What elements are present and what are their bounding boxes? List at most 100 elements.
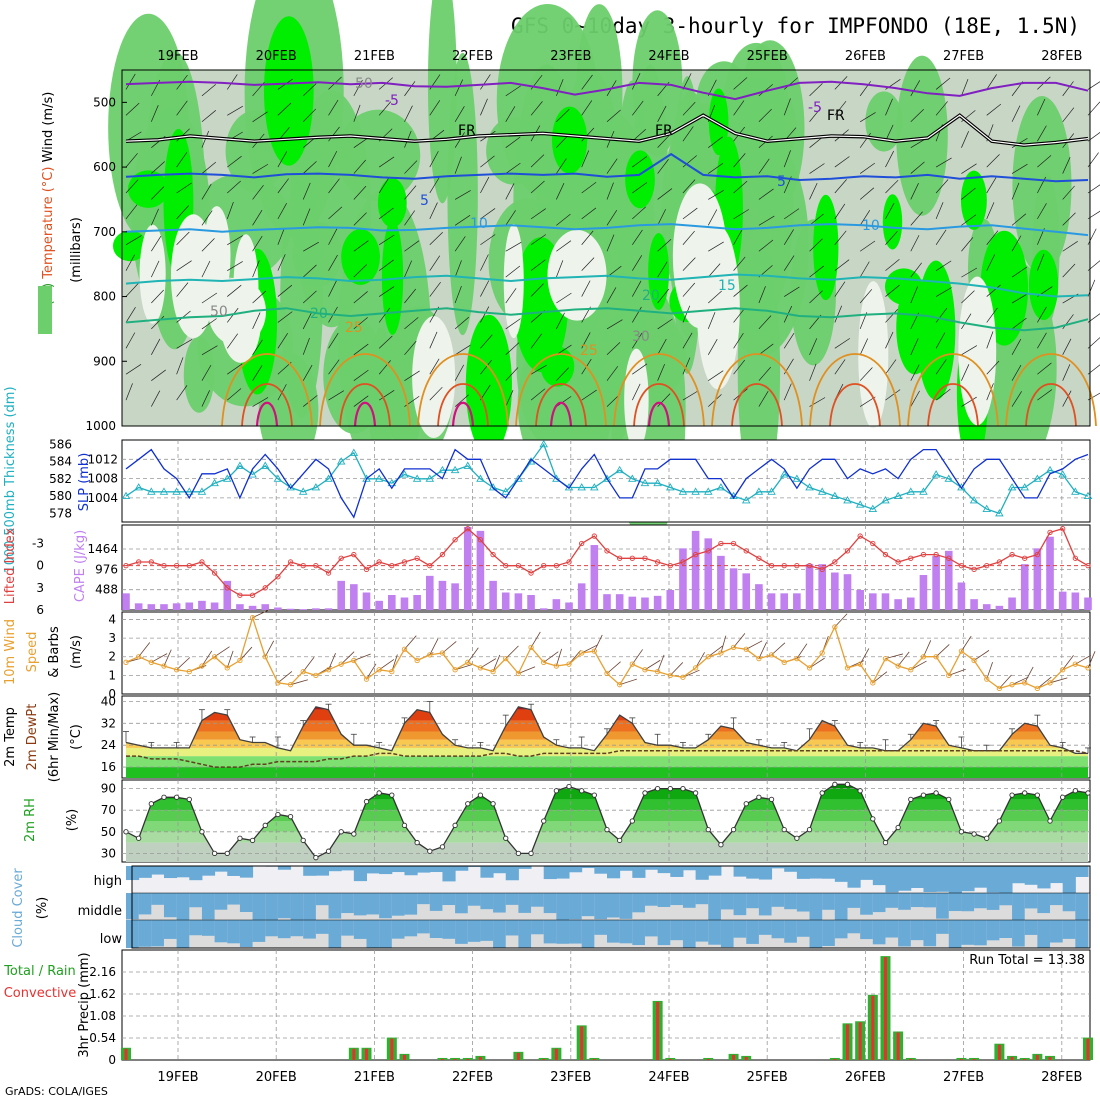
cloud-cell xyxy=(353,866,367,882)
wind-barb xyxy=(682,257,696,271)
rh-point xyxy=(275,811,281,818)
wind-barb xyxy=(834,100,847,116)
thickness-tick-label: 578 xyxy=(49,506,72,520)
wind-barb xyxy=(150,105,159,122)
date-label-bottom: 21FEB xyxy=(354,1070,395,1085)
wind-barb xyxy=(505,106,516,122)
wind-speed-point xyxy=(325,667,332,673)
wind-barb xyxy=(454,344,471,356)
thickness-tick-label: 580 xyxy=(49,489,72,503)
wind-barb xyxy=(581,100,593,116)
wind-barb xyxy=(1087,392,1100,401)
wind-barb xyxy=(201,345,218,356)
rh-point xyxy=(490,801,496,807)
wind-barb xyxy=(480,208,496,220)
wind-barb xyxy=(378,101,392,116)
wind-barb xyxy=(201,292,218,304)
cape-bar xyxy=(527,595,535,610)
cloud-cell xyxy=(644,866,659,870)
cloud-cell xyxy=(784,866,798,872)
credit: GrADS: COLA/IGES xyxy=(5,1085,108,1098)
wind-barb xyxy=(935,307,948,323)
cloud-frame xyxy=(131,865,1091,949)
wind-barb xyxy=(708,290,722,304)
cloud-cell xyxy=(569,866,583,873)
rh-region-mid xyxy=(280,179,323,418)
wind-barb xyxy=(505,162,521,174)
wind-speed-point xyxy=(1060,667,1066,673)
wind-barb xyxy=(176,338,193,349)
thickness-point xyxy=(400,470,409,478)
cape-bar xyxy=(514,593,523,610)
rh-point xyxy=(1060,794,1066,800)
wind-barb xyxy=(606,158,618,174)
wind-barb xyxy=(378,207,394,220)
cloud-cell xyxy=(999,920,1013,939)
wind-tick-label: 2 xyxy=(108,650,116,664)
thickness-point xyxy=(944,474,954,482)
precip-tick-label: 1.08 xyxy=(89,1009,116,1023)
wind-barb xyxy=(302,657,315,672)
temp-ylabel-4: (°C) xyxy=(69,724,84,750)
lifted-index-point xyxy=(971,566,977,572)
contour-label: 25 xyxy=(580,343,598,359)
cloud-cell xyxy=(708,920,722,945)
cloud-cell xyxy=(632,893,646,913)
cloud-cell xyxy=(986,866,1000,893)
wind-barb xyxy=(151,390,161,407)
isotherm-30 xyxy=(241,383,293,427)
thickness-point xyxy=(1058,470,1067,478)
panel-precip xyxy=(121,949,1091,1061)
wind-barb xyxy=(505,136,521,148)
lifted-index-point xyxy=(1047,529,1053,536)
cloud-cell xyxy=(138,920,152,947)
wind-barb xyxy=(1062,390,1072,407)
cloud-cell xyxy=(898,866,912,891)
cape-bar xyxy=(1084,597,1092,610)
rh-point xyxy=(642,790,648,796)
date-label-bottom: 24FEB xyxy=(648,1070,689,1085)
wind-barb xyxy=(809,83,823,97)
cape-bar xyxy=(818,564,826,610)
wind-barb xyxy=(353,79,363,97)
lifted-index-point xyxy=(465,526,471,532)
wind-barb xyxy=(834,179,847,194)
wind-barb xyxy=(885,331,894,349)
rh-region-dry xyxy=(547,229,607,321)
rh-point xyxy=(654,785,661,792)
cape-bar xyxy=(476,530,485,610)
rh-point xyxy=(1047,818,1053,824)
isotherm-25 xyxy=(711,353,803,427)
wind-barb xyxy=(1062,263,1076,278)
wind-barb xyxy=(657,261,668,278)
wind-barb xyxy=(708,645,723,658)
wind-barb xyxy=(885,231,898,245)
cape-tick-label: 976 xyxy=(95,562,118,576)
wind-barb xyxy=(556,182,565,200)
wind-barb xyxy=(581,257,595,271)
lifted-index-point xyxy=(958,563,965,569)
wind-barb xyxy=(910,80,921,97)
date-label-bottom: 23FEB xyxy=(550,1070,591,1085)
wind-barb xyxy=(784,286,800,297)
wind-barb xyxy=(404,317,419,330)
cloud-cell xyxy=(163,893,178,918)
wind-barb xyxy=(138,642,151,657)
wind-barb xyxy=(201,260,211,278)
wind-barb xyxy=(682,179,696,194)
contour-label: FR xyxy=(827,108,845,124)
rh-point xyxy=(262,822,268,828)
lifted-index-point xyxy=(439,551,446,558)
cape-bar xyxy=(653,595,662,610)
cape-bar xyxy=(717,555,725,610)
cloud-cell xyxy=(733,866,747,877)
cloud-cell xyxy=(898,920,912,947)
wind-barb xyxy=(733,180,748,194)
cloud-cell xyxy=(974,866,988,888)
wind-barb xyxy=(176,282,189,297)
rh-region-mid xyxy=(896,55,948,216)
precip-convective-bar xyxy=(124,1048,128,1060)
precip-convective-bar xyxy=(1010,1056,1014,1060)
wind-barb xyxy=(784,208,800,220)
isotherm-35 xyxy=(353,401,377,427)
